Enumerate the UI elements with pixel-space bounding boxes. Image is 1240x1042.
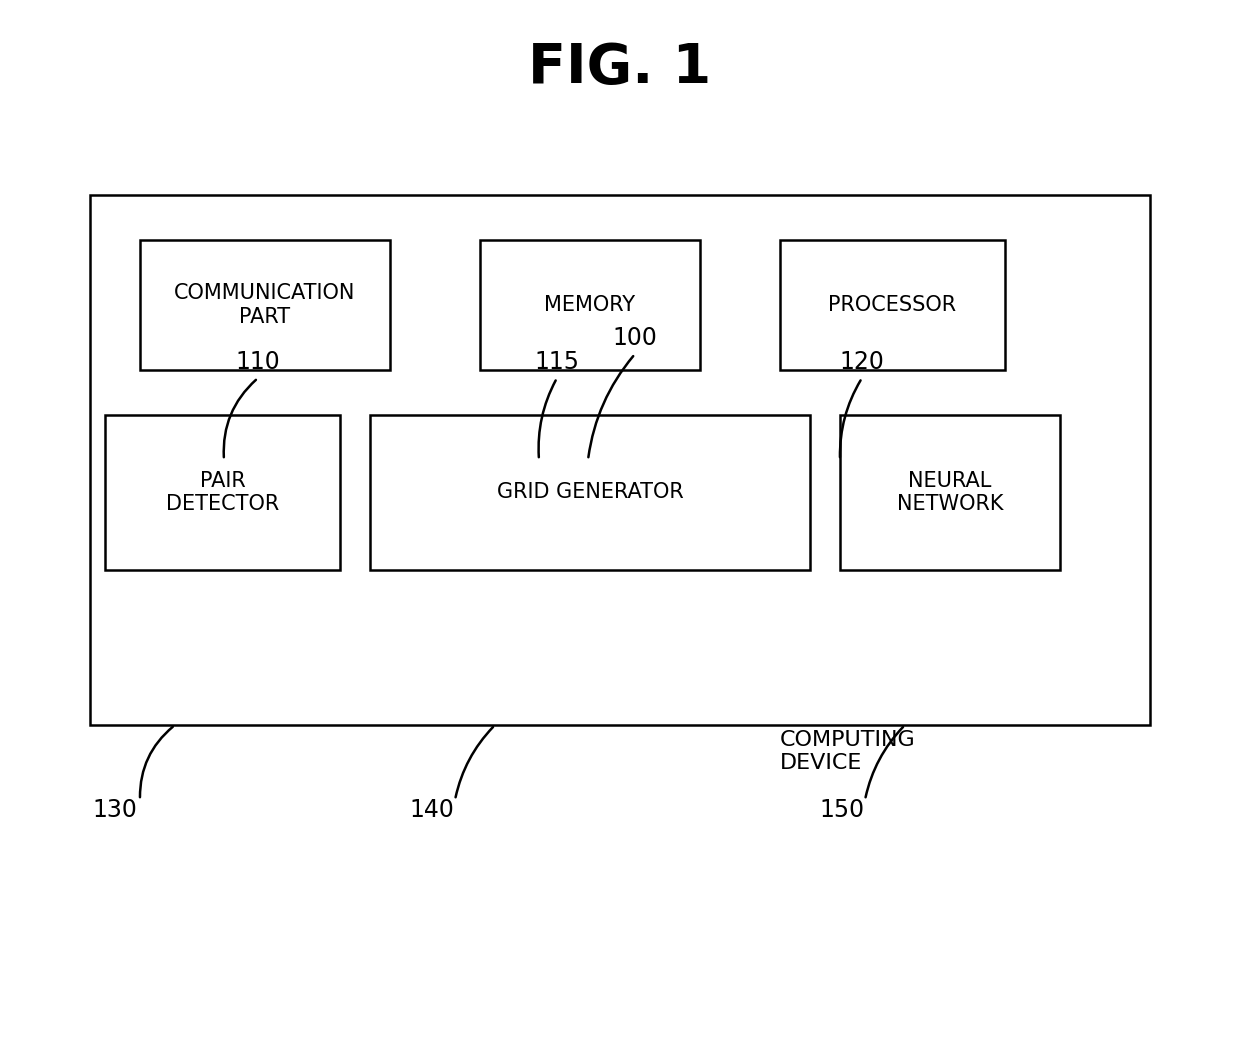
Text: 140: 140 <box>409 798 454 822</box>
FancyArrowPatch shape <box>538 380 556 457</box>
Text: PAIR
DETECTOR: PAIR DETECTOR <box>166 471 279 514</box>
Text: COMMUNICATION
PART: COMMUNICATION PART <box>175 283 356 326</box>
Text: PROCESSOR: PROCESSOR <box>828 295 956 315</box>
FancyArrowPatch shape <box>588 356 634 457</box>
FancyArrowPatch shape <box>866 727 903 797</box>
Text: 100: 100 <box>613 326 657 350</box>
Bar <box>370 415 810 570</box>
Bar <box>105 415 340 570</box>
Text: 130: 130 <box>93 798 138 822</box>
Bar <box>839 415 1060 570</box>
Text: GRID GENERATOR: GRID GENERATOR <box>497 482 683 502</box>
Text: 120: 120 <box>839 350 884 374</box>
Bar <box>91 195 1149 725</box>
FancyArrowPatch shape <box>223 380 255 457</box>
Bar <box>480 240 701 370</box>
Bar <box>780 240 1004 370</box>
Bar <box>140 240 391 370</box>
Text: 150: 150 <box>820 798 864 822</box>
FancyArrowPatch shape <box>140 726 172 797</box>
Text: 110: 110 <box>236 350 280 374</box>
Text: FIG. 1: FIG. 1 <box>528 41 712 95</box>
FancyArrowPatch shape <box>839 380 861 457</box>
Text: COMPUTING
DEVICE: COMPUTING DEVICE <box>780 730 916 773</box>
FancyArrowPatch shape <box>455 727 494 797</box>
Text: MEMORY: MEMORY <box>544 295 636 315</box>
Text: 115: 115 <box>534 350 579 374</box>
Text: NEURAL
NETWORK: NEURAL NETWORK <box>897 471 1003 514</box>
